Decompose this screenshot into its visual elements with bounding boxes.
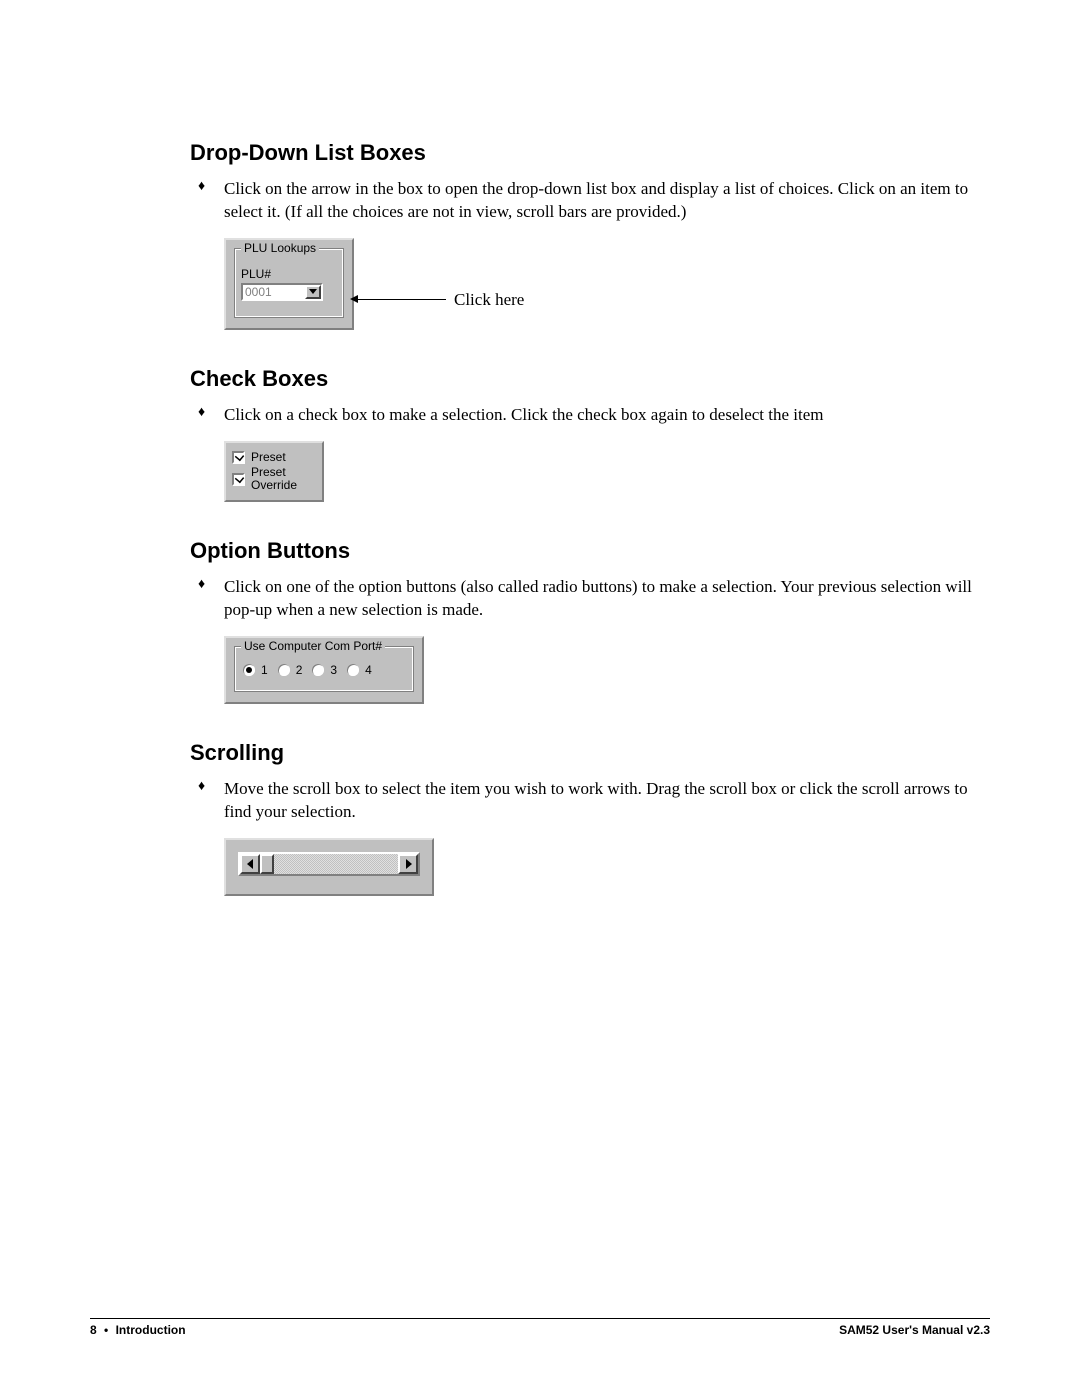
radio-label-3: 3 [330, 663, 337, 677]
radio-label-2: 2 [296, 663, 303, 677]
bullet-scroll: Move the scroll box to select the item y… [190, 778, 990, 824]
radio-4[interactable] [347, 664, 359, 676]
comport-group-title: Use Computer Com Port# [241, 639, 385, 653]
callout-line [354, 299, 446, 300]
heading-checkbox: Check Boxes [190, 366, 990, 392]
footer-right: SAM52 User's Manual v2.3 [839, 1323, 990, 1337]
check-row-preset[interactable]: Preset [232, 451, 314, 464]
plu-groupbox: PLU Lookups PLU# 0001 [234, 248, 344, 318]
scroll-right-arrow[interactable] [398, 854, 418, 874]
checkbox-preset[interactable] [232, 451, 245, 464]
bullet-checkbox: Click on a check box to make a selection… [190, 404, 990, 427]
bullet-dropdown: Click on the arrow in the box to open th… [190, 178, 990, 224]
scroll-track[interactable] [274, 854, 398, 874]
horizontal-scrollbar[interactable] [238, 852, 420, 876]
callout-text: Click here [454, 290, 524, 310]
checklabel-preset-override: Preset Override [251, 466, 311, 492]
check-row-preset-override[interactable]: Preset Override [232, 466, 314, 492]
radio-label-4: 4 [365, 663, 372, 677]
footer-left: 8 • Introduction [90, 1323, 186, 1337]
comport-groupbox: Use Computer Com Port# 1 2 3 4 [234, 646, 414, 692]
radio-1[interactable] [243, 664, 255, 676]
triangle-right-icon [405, 859, 412, 869]
footer-bullet: • [104, 1323, 108, 1337]
option-panel: Use Computer Com Port# 1 2 3 4 [224, 636, 424, 704]
scroll-left-arrow[interactable] [240, 854, 260, 874]
heading-dropdown: Drop-Down List Boxes [190, 140, 990, 166]
plu-sub-label: PLU# [241, 267, 337, 281]
checklabel-preset: Preset [251, 451, 286, 464]
plu-lookups-panel: PLU Lookups PLU# 0001 [224, 238, 354, 330]
section-checkbox: Check Boxes Click on a check box to make… [190, 366, 990, 503]
triangle-left-icon [247, 859, 254, 869]
plu-combo[interactable]: 0001 [241, 283, 323, 301]
chevron-down-icon [309, 289, 317, 295]
scroll-thumb[interactable] [260, 854, 274, 874]
footer-section: Introduction [116, 1323, 186, 1337]
scroll-panel [224, 838, 434, 896]
radio-label-1: 1 [261, 663, 268, 677]
footer-page-number: 8 [90, 1323, 97, 1337]
heading-scroll: Scrolling [190, 740, 990, 766]
plu-combo-value[interactable]: 0001 [243, 285, 305, 299]
bullet-option: Click on one of the option buttons (also… [190, 576, 990, 622]
checkbox-preset-override[interactable] [232, 473, 245, 486]
section-scroll: Scrolling Move the scroll box to select … [190, 740, 990, 896]
section-dropdown: Drop-Down List Boxes Click on the arrow … [190, 140, 990, 330]
checkbox-panel: Preset Preset Override [224, 441, 324, 503]
plu-combo-arrow[interactable] [305, 285, 321, 299]
page: Drop-Down List Boxes Click on the arrow … [0, 0, 1080, 1397]
heading-option: Option Buttons [190, 538, 990, 564]
section-option: Option Buttons Click on one of the optio… [190, 538, 990, 704]
radio-2[interactable] [278, 664, 290, 676]
radio-group: 1 2 3 4 [243, 663, 405, 677]
callout-click-here: Click here [354, 290, 524, 310]
page-footer: 8 • Introduction SAM52 User's Manual v2.… [90, 1318, 990, 1337]
plu-group-title: PLU Lookups [241, 241, 319, 255]
radio-3[interactable] [312, 664, 324, 676]
